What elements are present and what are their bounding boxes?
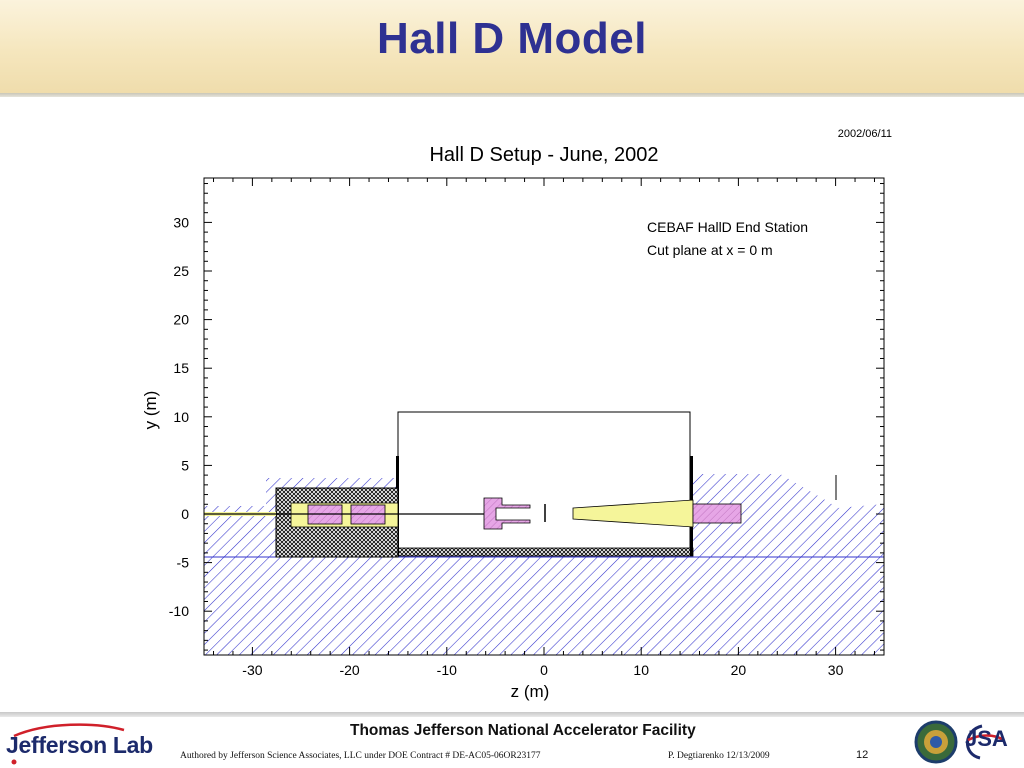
y-tick-label: 5 <box>181 457 189 473</box>
jefferson-lab-swoosh-icon <box>11 723 125 765</box>
figure-date-stamp: 2002/06/11 <box>838 128 892 140</box>
x-tick-label: 0 <box>540 662 548 678</box>
page-number: 12 <box>856 749 869 761</box>
axis-ticks <box>204 178 884 655</box>
slide-header <box>0 0 1024 95</box>
slide-title: Hall D Model <box>376 14 648 63</box>
x-tick-label: -10 <box>437 662 457 678</box>
photon-beam-cone <box>572 499 694 528</box>
y-tick-label: 10 <box>173 409 189 425</box>
contract-note: Authored by Jefferson Science Associates… <box>180 751 541 761</box>
doe-seal-icon <box>914 720 958 764</box>
jefferson-lab-logo: Jefferson Lab <box>6 722 153 766</box>
detector-solenoid <box>483 497 531 530</box>
x-tick-label: -20 <box>339 662 359 678</box>
annotation-station: CEBAF HallD End Station <box>647 219 808 235</box>
hall-d-diagram: 2002/06/11 Hall D Setup - June, 2002 <box>141 128 892 701</box>
footer-divider <box>0 712 1024 717</box>
y-tick-labels: 30 25 20 15 10 5 0 -5 -10 <box>169 214 189 619</box>
y-axis-label: y (m) <box>141 391 160 430</box>
jsa-wordmark: JSA <box>965 726 1008 751</box>
jefferson-lab-wordmark: Jefferson Lab <box>6 732 153 758</box>
organization-name: Thomas Jefferson National Accelerator Fa… <box>350 722 696 739</box>
y-tick-label: 25 <box>173 263 189 279</box>
x-tick-label: 10 <box>633 662 649 678</box>
x-axis-label: z (m) <box>511 682 550 701</box>
jsa-logo-icon <box>966 724 1005 760</box>
y-tick-label: 20 <box>173 312 189 328</box>
hall-d-building <box>397 411 691 550</box>
beam-dump <box>692 503 742 524</box>
x-tick-label: 20 <box>731 662 747 678</box>
header-divider <box>0 93 1024 97</box>
y-tick-label: -5 <box>177 555 190 571</box>
y-tick-label: 0 <box>181 506 189 522</box>
y-tick-label: 15 <box>173 360 189 376</box>
figure-title: Hall D Setup - June, 2002 <box>429 144 658 166</box>
x-tick-label: -30 <box>242 662 262 678</box>
sponsor-logos: JSA <box>912 718 1022 766</box>
author-date: P. Degtiarenko 12/13/2009 <box>668 751 770 761</box>
y-tick-label: 30 <box>173 214 189 230</box>
annotation-cut-plane: Cut plane at x = 0 m <box>647 242 773 258</box>
hall-floor-slab <box>397 547 694 557</box>
x-tick-labels: -30 -20 -10 0 10 20 30 <box>242 662 843 678</box>
plot-area <box>204 411 884 655</box>
x-tick-label: 30 <box>828 662 844 678</box>
y-tick-label: -10 <box>169 603 189 619</box>
